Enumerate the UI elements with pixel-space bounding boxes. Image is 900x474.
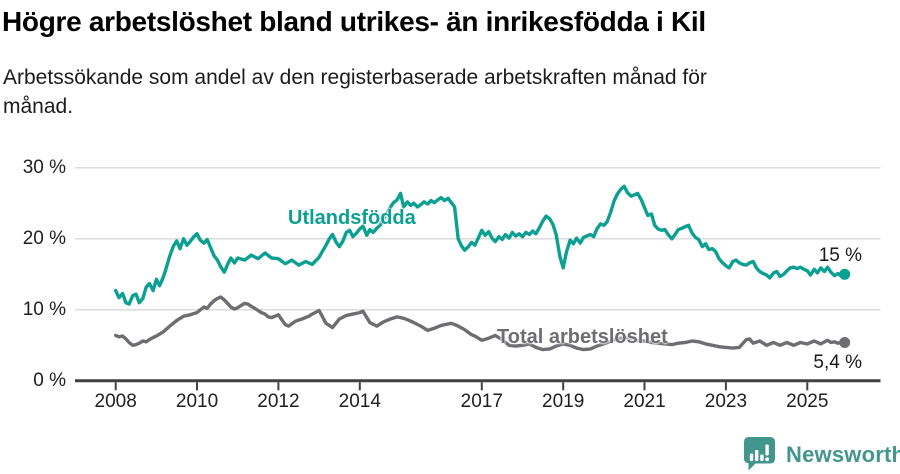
page-title: Högre arbetslöshet bland utrikes- än inr…: [2, 6, 706, 37]
newsworthy-logo[interactable]: Newsworthy: [743, 436, 900, 474]
y-axis-tick-label: 10 %: [22, 298, 66, 320]
y-axis-tick-label: 20 %: [22, 227, 66, 249]
brand-name: Newsworthy: [786, 442, 900, 467]
x-axis-tick-label: 2023: [704, 391, 748, 412]
chart-subtitle: Arbetssökande som andel av den registerb…: [3, 66, 707, 118]
series-line-total: [113, 295, 847, 352]
x-axis-tick-label: 2012: [257, 391, 300, 412]
newsworthy-logo-icon: [743, 436, 776, 474]
series-label-utlandsfodda: Utlandsfödda: [288, 207, 416, 229]
x-axis-tick-label: 2025: [786, 391, 829, 412]
x-axis-tick-label: 2010: [175, 391, 219, 412]
end-value-label-utlandsfodda: 15 %: [818, 245, 862, 266]
y-axis-tick-label: 30 %: [22, 156, 66, 178]
x-axis-tick-label: 2019: [542, 391, 585, 412]
end-value-label-total: 5,4 %: [813, 352, 862, 373]
x-axis-tick-label: 2021: [623, 391, 666, 412]
series-line-utlandsfodda: [113, 184, 847, 306]
x-axis-tick-label: 2014: [338, 391, 381, 412]
y-axis-tick-label: 0 %: [33, 369, 66, 391]
x-axis-tick-label: 2008: [94, 391, 137, 412]
series-end-dot-total: [839, 337, 851, 348]
x-axis-tick-label: 2017: [460, 391, 503, 412]
series-label-total: Total arbetslöshet: [497, 326, 668, 348]
series-end-dot-utlandsfodda: [839, 268, 851, 280]
